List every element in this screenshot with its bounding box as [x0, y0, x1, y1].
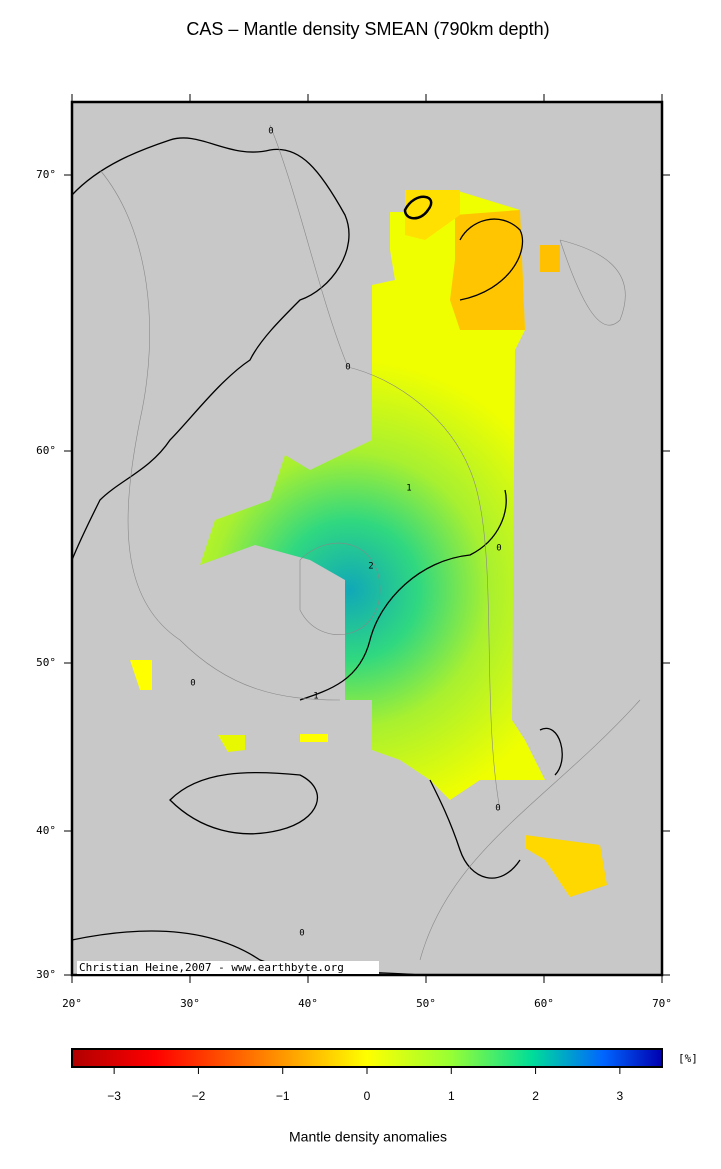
lat-tick-label: 70°: [36, 168, 56, 181]
lon-tick-label: 70°: [652, 997, 672, 1010]
contour-label: 0: [190, 679, 195, 689]
colorbar-tick-label: 0: [364, 1089, 371, 1103]
contour-label: 0: [299, 929, 304, 939]
colorbar-tick-label: −1: [276, 1089, 290, 1103]
colorbar-tick-label: −3: [107, 1089, 121, 1103]
contours: [99, 124, 641, 961]
lon-tick-label: 60°: [534, 997, 554, 1010]
colorbar: [71, 1048, 663, 1068]
contour-label: 1: [406, 484, 411, 494]
lat-tick-label: 60°: [36, 444, 56, 457]
lon-tick-label: 30°: [180, 997, 200, 1010]
credit-box: [77, 961, 379, 974]
lon-tick-label: 40°: [298, 997, 318, 1010]
contour-label: 0: [345, 363, 350, 373]
lat-tick-label: 40°: [36, 824, 56, 837]
lat-tick-label: 30°: [36, 968, 56, 981]
colorbar-tick-label: 1: [448, 1089, 455, 1103]
contour-label: 1: [313, 692, 318, 702]
colorbar-unit: [%]: [678, 1052, 698, 1065]
colorbar-tick-label: 3: [617, 1089, 624, 1103]
lon-tick-label: 50°: [416, 997, 436, 1010]
lat-tick-label: 50°: [36, 656, 56, 669]
map-frame: [70, 100, 664, 977]
lon-tick-label: 20°: [62, 997, 82, 1010]
anomaly-field: [130, 190, 607, 897]
colorbar-tick-label: −2: [192, 1089, 206, 1103]
contour-label: 0: [496, 544, 501, 554]
colorbar-label: Mantle density anomalies: [289, 1129, 447, 1145]
colorbar-tick-label: 2: [532, 1089, 539, 1103]
credit: Christian Heine,2007 - www.earthbyte.org: [79, 961, 344, 974]
contour-label: 0: [495, 804, 500, 814]
contour-label: 0: [268, 127, 273, 137]
contour-labels: 0 0 0 0 0 0 1 2 1: [190, 127, 501, 939]
title: CAS – Mantle density SMEAN (790km depth): [186, 19, 549, 39]
contour-label: 2: [368, 562, 373, 572]
coastlines: [71, 137, 563, 976]
